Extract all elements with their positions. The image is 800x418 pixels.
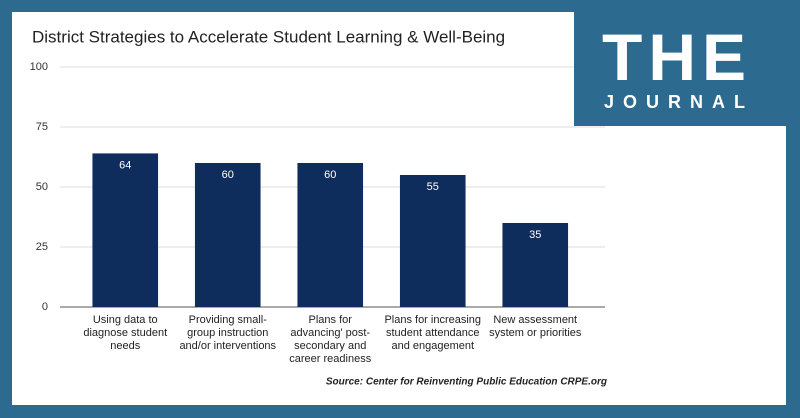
x-tick-label: Providing small-group instruction and/or… — [179, 314, 277, 352]
x-tick-label: Plans for increasing student attendance … — [384, 314, 482, 352]
logo-bottom: JOURNAL — [603, 92, 754, 112]
x-tick-label: Plans for advancing' post-secondary and … — [289, 314, 372, 365]
y-tick-label: 75 — [36, 121, 48, 133]
y-tick-label: 50 — [36, 181, 48, 193]
source: Source: Center for Reinventing Public Ed… — [326, 377, 607, 388]
chart-title: District Strategies to Accelerate Studen… — [32, 27, 505, 46]
y-tick-label: 0 — [42, 301, 48, 313]
bar — [399, 175, 466, 307]
value-label: 64 — [119, 159, 131, 171]
logo: THE JOURNAL — [574, 0, 800, 126]
value-label: 55 — [427, 181, 439, 193]
logo-top: THE — [602, 20, 752, 94]
x-tick-label: Using data to diagnose student needs — [83, 314, 168, 352]
bar — [502, 223, 569, 307]
x-tick-label: New assessment system or priorities — [489, 314, 582, 339]
bar — [92, 153, 159, 307]
bar — [297, 163, 364, 307]
value-label: 60 — [222, 169, 234, 181]
y-tick-label: 25 — [36, 241, 48, 253]
value-label: 35 — [529, 229, 541, 241]
value-label: 60 — [324, 169, 336, 181]
y-tick-label: 100 — [30, 61, 48, 73]
bar — [194, 163, 261, 307]
